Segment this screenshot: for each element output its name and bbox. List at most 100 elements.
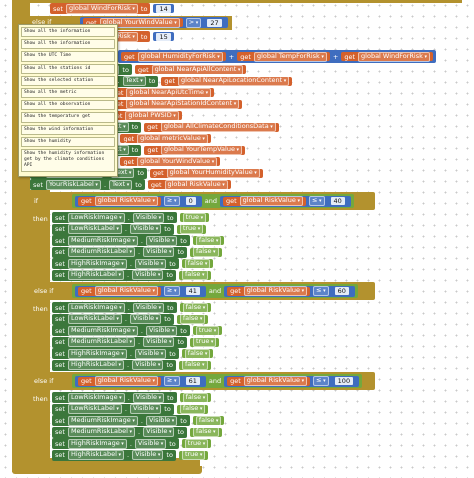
dot: . <box>140 416 143 425</box>
number-block: 60 <box>331 286 352 296</box>
dot: . <box>138 338 141 346</box>
get-block: get global YourTempValue <box>144 145 246 155</box>
property-dropdown: Visible <box>132 360 164 370</box>
get-block: get global RiskValue <box>227 286 311 296</box>
set-keyword: set <box>55 338 65 346</box>
get-block: get global AllClimateConditionsData <box>144 122 279 132</box>
component-dropdown: HighRiskLabel <box>67 360 124 370</box>
component-dropdown: HighRiskImage <box>67 258 127 269</box>
to-keyword: to <box>180 326 187 335</box>
logic-block: true <box>181 438 212 449</box>
boolean-dropdown: false <box>184 348 211 359</box>
variable-dropdown: global YourHumidityValue <box>166 168 260 178</box>
boolean-dropdown: true <box>195 325 220 336</box>
boolean-dropdown: false <box>179 314 206 324</box>
property-dropdown: Visible <box>134 438 167 449</box>
set-keyword: set <box>55 225 65 233</box>
component-dropdown: HighRiskImage <box>67 348 127 359</box>
property-dropdown: Visible <box>143 427 175 437</box>
comment-line: Show the temperature get <box>21 112 115 123</box>
property-dropdown: Visible <box>129 224 162 234</box>
property-dropdown: Visible <box>134 348 167 359</box>
number-field: 100 <box>334 377 354 385</box>
property-dropdown: Visible <box>132 270 164 280</box>
component-dropdown: MediumRiskImage <box>67 415 138 426</box>
dot: . <box>140 236 143 245</box>
to-keyword: to <box>122 65 129 74</box>
branch-keyword: else if <box>34 287 54 295</box>
dot: . <box>127 271 130 279</box>
boolean-dropdown: true <box>182 212 207 223</box>
comment-line: Show all the metric <box>21 88 115 99</box>
operator-dropdown: > <box>185 17 202 28</box>
to-keyword: to <box>137 169 144 177</box>
component-dropdown: LowRiskImage <box>67 212 125 223</box>
to-keyword: to <box>166 271 173 279</box>
number-field: 15 <box>156 32 171 41</box>
logic-block: false <box>192 415 225 426</box>
boolean-dropdown: false <box>193 427 219 437</box>
dot: . <box>129 259 132 268</box>
to-keyword: to <box>135 180 142 189</box>
dot: . <box>127 451 130 459</box>
to-keyword: to <box>140 32 148 41</box>
dot: . <box>140 326 143 335</box>
set-keyword: set <box>55 361 65 369</box>
boolean-dropdown: false <box>182 302 209 313</box>
logic-block: false <box>181 348 214 359</box>
get-keyword: get <box>86 18 97 27</box>
logic-block: false <box>190 427 222 437</box>
set-keyword: set <box>55 213 65 222</box>
number-block: 14 <box>153 4 174 13</box>
operator-dropdown: ≥ <box>164 376 180 386</box>
get-keyword: get <box>123 134 135 143</box>
get-block: get global WindForRisk <box>341 51 433 62</box>
to-keyword: to <box>131 146 139 154</box>
component-dropdown: HighRiskImage <box>67 438 127 449</box>
logic-block: false <box>176 404 209 414</box>
variable-dropdown: global RiskValue <box>94 286 159 296</box>
set-keyword: set <box>55 259 65 268</box>
to-keyword: to <box>167 393 174 402</box>
logic-block: false <box>190 247 222 257</box>
number-block: 41 <box>182 286 203 296</box>
logic-block: false <box>178 270 211 280</box>
variable-dropdown: global TempForRisk <box>253 51 327 62</box>
number-block: 100 <box>331 376 357 386</box>
get-keyword: get <box>152 169 164 177</box>
get-keyword: get <box>81 377 92 385</box>
get-keyword: get <box>147 123 158 131</box>
variable-dropdown: global HumidityForRisk <box>137 51 223 62</box>
property-dropdown: Visible <box>143 247 175 257</box>
get-block: get global RiskValue <box>78 196 162 206</box>
component-dropdown: MediumRiskImage <box>67 235 138 246</box>
number-field: 61 <box>185 377 200 385</box>
set-keyword: set <box>55 236 65 245</box>
get-block: get global YourHumidityValue <box>149 168 263 178</box>
and-keyword: and <box>208 377 222 385</box>
get-keyword: get <box>240 52 251 61</box>
get-keyword: get <box>124 52 135 61</box>
get-block: get global YourWindValue <box>120 156 221 167</box>
set-keyword: set <box>55 428 65 436</box>
property-dropdown: Visible <box>129 404 162 414</box>
outer-control-bottom <box>12 466 202 474</box>
